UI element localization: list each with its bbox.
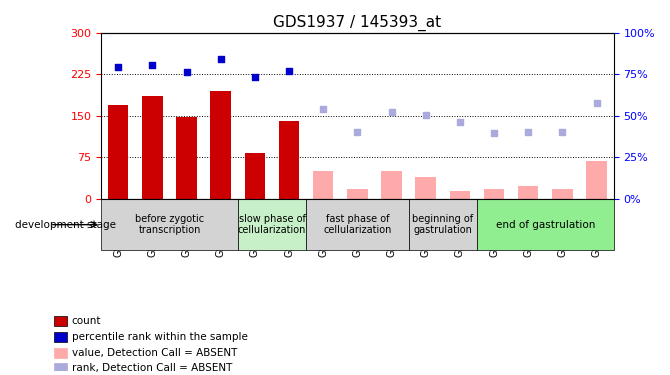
Point <box>557 129 567 135</box>
Text: count: count <box>72 316 101 326</box>
Text: before zygotic
transcription: before zygotic transcription <box>135 214 204 236</box>
Bar <box>108 105 129 199</box>
Point <box>420 112 431 118</box>
Text: slow phase of
cellularization: slow phase of cellularization <box>238 214 306 236</box>
FancyBboxPatch shape <box>101 199 238 250</box>
FancyBboxPatch shape <box>409 199 477 250</box>
Bar <box>415 177 436 199</box>
Point <box>454 119 465 125</box>
Bar <box>552 189 573 199</box>
Point <box>181 69 192 75</box>
FancyBboxPatch shape <box>238 199 306 250</box>
Bar <box>176 117 197 199</box>
Text: end of gastrulation: end of gastrulation <box>496 220 595 230</box>
Bar <box>54 348 67 358</box>
Point <box>283 68 294 74</box>
Bar <box>142 96 163 199</box>
Point <box>215 56 226 62</box>
Bar <box>279 121 299 199</box>
Point <box>591 100 602 106</box>
Text: rank, Detection Call = ABSENT: rank, Detection Call = ABSENT <box>72 363 232 374</box>
Point <box>318 105 328 111</box>
Bar <box>54 316 67 326</box>
Point <box>249 74 260 80</box>
Bar <box>381 171 402 199</box>
Bar <box>313 171 334 199</box>
Point <box>113 64 123 70</box>
FancyBboxPatch shape <box>306 199 409 250</box>
Bar <box>245 153 265 199</box>
Bar <box>450 191 470 199</box>
Text: percentile rank within the sample: percentile rank within the sample <box>72 332 248 342</box>
Point <box>386 109 397 115</box>
Point <box>488 130 499 136</box>
Text: beginning of
gastrulation: beginning of gastrulation <box>412 214 474 236</box>
Bar <box>347 189 368 199</box>
Bar <box>484 189 505 199</box>
Bar <box>54 363 67 374</box>
Point <box>147 62 157 68</box>
Point <box>352 129 362 135</box>
Text: value, Detection Call = ABSENT: value, Detection Call = ABSENT <box>72 348 237 358</box>
Text: development stage: development stage <box>15 220 116 230</box>
Bar <box>586 161 607 199</box>
Bar <box>54 332 67 342</box>
Point <box>523 129 533 135</box>
Text: fast phase of
cellularization: fast phase of cellularization <box>323 214 391 236</box>
FancyBboxPatch shape <box>477 199 614 250</box>
Title: GDS1937 / 145393_at: GDS1937 / 145393_at <box>273 15 442 31</box>
Bar <box>210 91 231 199</box>
Bar <box>518 186 539 199</box>
